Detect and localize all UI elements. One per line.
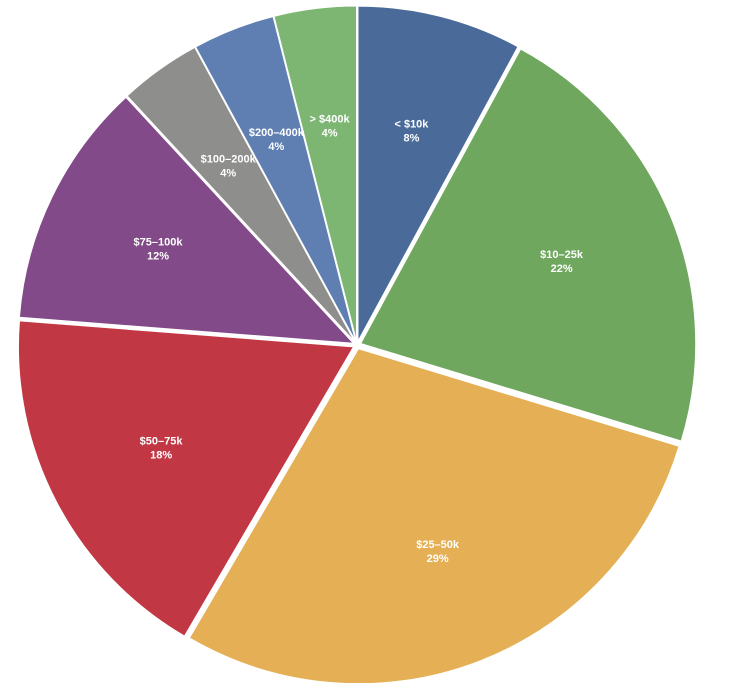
- pie-slice-3: [17, 320, 355, 637]
- slice-category-label: < $10k: [394, 119, 429, 131]
- pie-slice-2: [188, 348, 680, 683]
- slice-label-4: $75–100k 12%: [134, 237, 184, 263]
- pie-slice-7: [273, 5, 357, 342]
- slice-label-1: $10–25k 22%: [540, 249, 584, 275]
- slice-percent-label: 29%: [427, 553, 449, 565]
- slice-label-6: $200–400k 4%: [249, 127, 305, 153]
- slice-category-label: $50–75k: [140, 436, 184, 448]
- slice-percent-label: 18%: [150, 450, 172, 462]
- slice-percent-label: 8%: [403, 133, 419, 145]
- slice-label-3: $50–75k 18%: [140, 436, 184, 462]
- pie-slice-4: [18, 96, 355, 344]
- pie-slice-5: [126, 46, 356, 343]
- slice-label-2: $25–50k 29%: [416, 539, 460, 565]
- pie-slice-6: [194, 15, 357, 342]
- slice-category-label: $10–25k: [540, 249, 584, 261]
- slice-percent-label: 22%: [551, 263, 573, 275]
- slice-percent-label: 4%: [322, 128, 338, 140]
- slice-category-label: $25–50k: [416, 539, 460, 551]
- slice-label-7: > $400k 4%: [310, 114, 351, 140]
- slice-percent-label: 12%: [147, 251, 169, 263]
- slice-label-5: $100–200k 4%: [201, 153, 257, 179]
- pie-slices: [17, 5, 697, 683]
- slice-percent-label: 4%: [220, 167, 236, 179]
- slice-category-label: $100–200k: [201, 153, 257, 165]
- slice-percent-label: 4%: [268, 141, 284, 153]
- slice-category-label: > $400k: [310, 114, 351, 126]
- pie-slice-1: [359, 48, 697, 442]
- pie-labels: < $10k 8% $10–25k 22% $25–50k 29% $50–75k 18% $7…: [134, 114, 584, 565]
- slice-label-0: < $10k 8%: [394, 119, 429, 145]
- pie-slice-0: [357, 5, 519, 342]
- slice-category-label: $200–400k: [249, 127, 305, 139]
- slice-category-label: $75–100k: [134, 237, 184, 249]
